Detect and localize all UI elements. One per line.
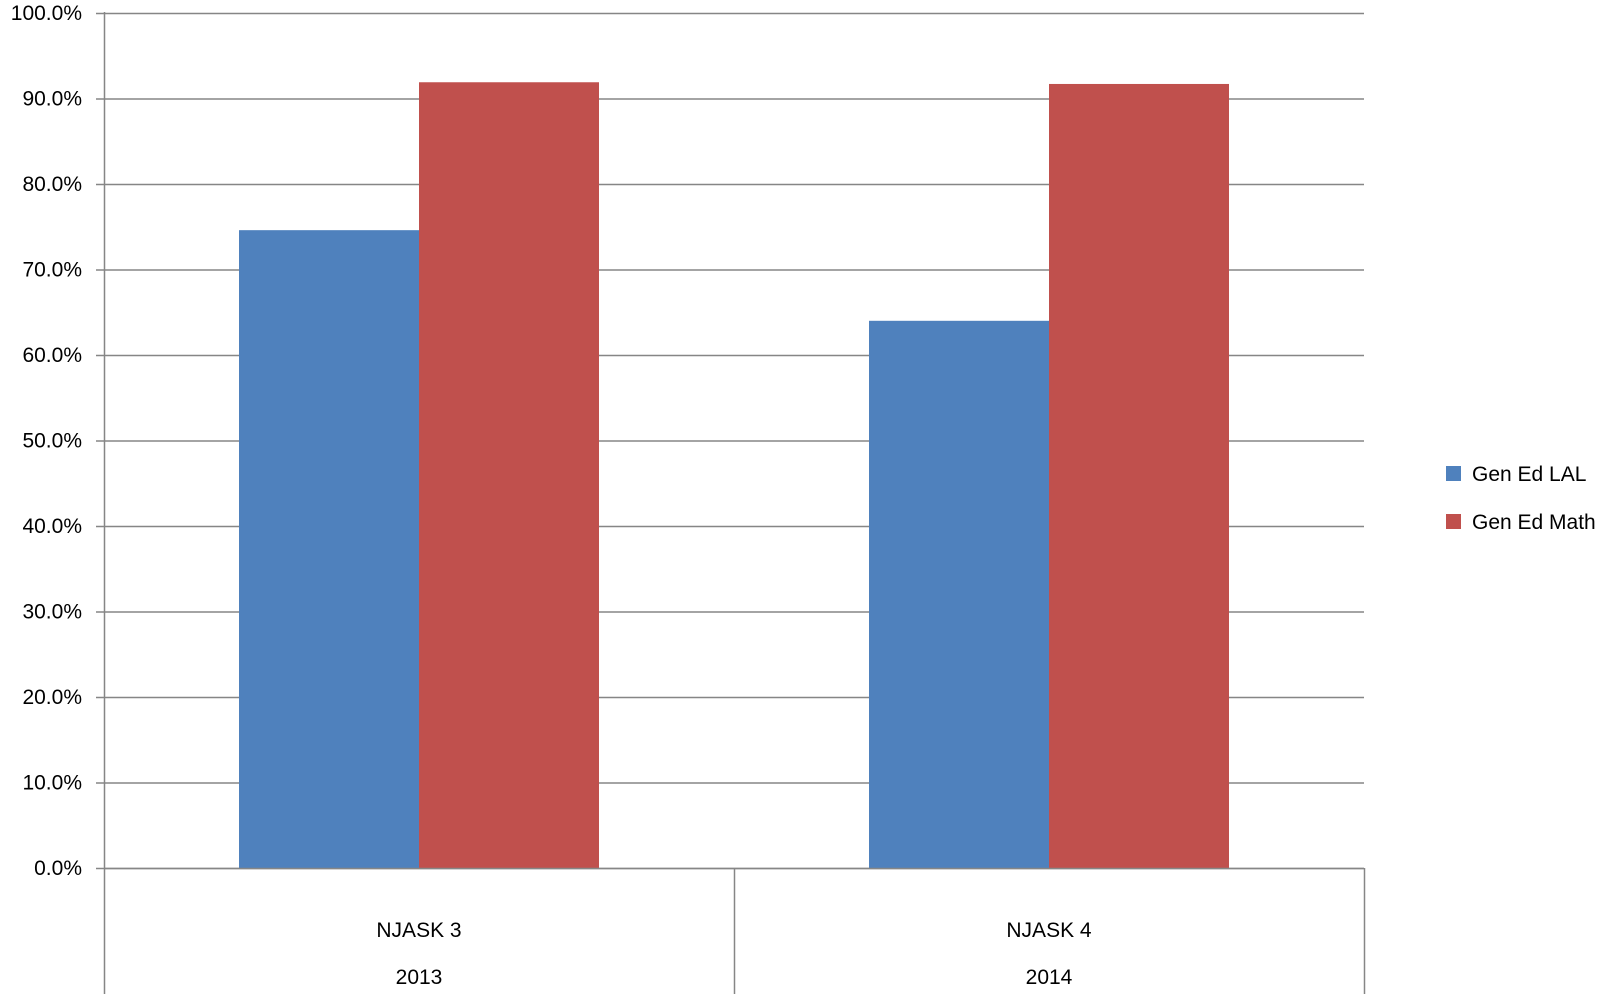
bars	[239, 82, 1229, 869]
legend-label: Gen Ed Math	[1472, 511, 1596, 534]
legend-swatch	[1446, 514, 1461, 529]
legend-swatch	[1446, 466, 1461, 481]
bar-gen-ed-math-1	[419, 82, 599, 868]
y-tick-label: 50.0%	[22, 430, 82, 453]
x-category-label: NJASK 4	[1006, 919, 1092, 942]
x-category-label: NJASK 3	[376, 919, 461, 942]
legend: Gen Ed LAL Gen Ed Math	[1446, 463, 1596, 534]
y-tick-label: 10.0%	[22, 772, 82, 795]
bar-gen-ed-math-2	[1049, 83, 1229, 869]
y-tick-label: 70.0%	[22, 259, 82, 282]
y-tick-label: 60.0%	[22, 344, 82, 367]
y-tick-label: 100.0%	[11, 2, 82, 25]
bar-gen-ed-lal-1	[239, 230, 419, 869]
legend-label: Gen Ed LAL	[1472, 463, 1586, 486]
y-tick-label: 30.0%	[22, 601, 82, 624]
y-tick-label: 20.0%	[22, 686, 82, 709]
x-axis-category-labels: NJASK 3 2013 NJASK 4 2014	[376, 919, 1092, 989]
y-tick-label: 90.0%	[22, 88, 82, 111]
y-tick-label: 80.0%	[22, 173, 82, 196]
y-axis-tick-labels: 0.0% 10.0% 20.0% 30.0% 40.0% 50.0% 60.0% 70.0% 8…	[11, 2, 82, 880]
x-group-label: 2013	[396, 966, 443, 989]
x-group-label: 2014	[1026, 966, 1073, 989]
y-tick-label: 0.0%	[34, 857, 82, 880]
y-tick-label: 40.0%	[22, 515, 82, 538]
axes	[103, 12, 1366, 994]
bar-gen-ed-lal-2	[869, 320, 1049, 868]
